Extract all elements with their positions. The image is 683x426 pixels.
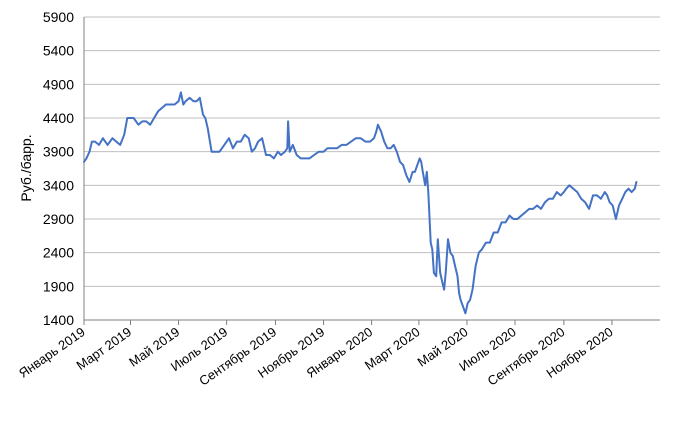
y-tick-label: 1400 — [43, 312, 74, 328]
y-tick-label: 3400 — [43, 177, 74, 193]
y-tick-label: 2900 — [43, 211, 74, 227]
y-axis-title: Руб./барр. — [18, 134, 34, 201]
grid-layer — [84, 16, 660, 287]
series-line — [83, 91, 638, 315]
y-tick-label: 3900 — [43, 144, 74, 160]
y-tick-label: 2400 — [43, 245, 74, 261]
series-layer — [83, 91, 638, 315]
axis-layer — [83, 17, 660, 325]
y-tick-label: 4400 — [43, 110, 74, 126]
y-tick-labels: 1400 1900 2400 2900 3400 3900 4400 4900 5400 5900 — [43, 9, 74, 328]
y-tick-label: 1900 — [43, 278, 74, 294]
y-tick-label: 5400 — [43, 43, 74, 59]
y-tick-label: 4900 — [43, 76, 74, 92]
y-tick-label: 5900 — [43, 9, 74, 25]
x-tick-label: Январь 2019 — [16, 324, 88, 381]
